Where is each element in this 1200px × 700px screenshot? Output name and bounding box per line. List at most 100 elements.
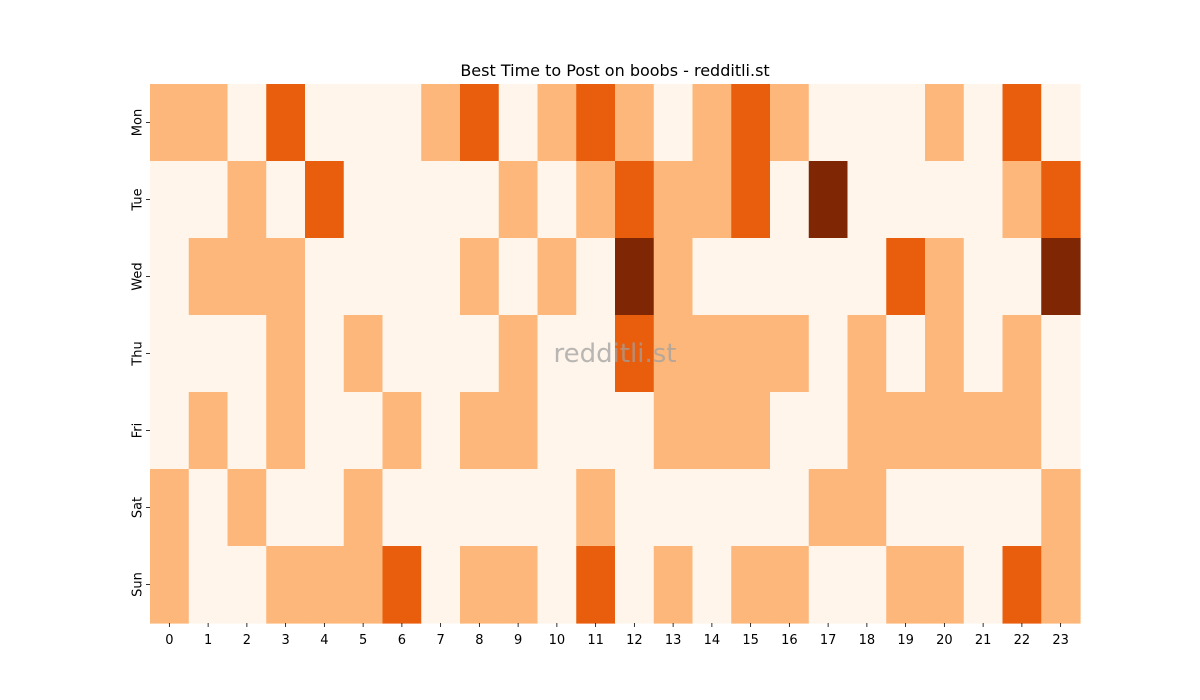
heatmap-cell-Sat-14 xyxy=(692,469,732,547)
heatmap-cell-Sun-5 xyxy=(343,546,384,624)
heatmap-cell-Wed-6 xyxy=(382,238,422,316)
heatmap-cell-Fri-14 xyxy=(692,392,732,470)
heatmap-cell-Thu-13 xyxy=(653,315,694,393)
heatmap-cell-Tue-0 xyxy=(150,161,190,239)
heatmap-cell-Mon-7 xyxy=(421,84,461,162)
heatmap-cell-Wed-17 xyxy=(808,238,849,316)
heatmap-cell-Fri-11 xyxy=(576,392,616,470)
y-tick-label-Wed: Wed xyxy=(131,262,146,290)
heatmap-cell-Sat-6 xyxy=(382,469,422,547)
heatmap-cell-Wed-11 xyxy=(576,238,616,316)
heatmap-cell-Wed-23 xyxy=(1041,238,1081,316)
heatmap-cell-Fri-5 xyxy=(343,392,384,470)
x-axis-ticks: 0 1 2 3 4 5 6 7 8 9 10 11 12 13 14 15 16 17 18 19 20 21 22 23 xyxy=(165,623,1069,648)
y-tick-label-Fri: Fri xyxy=(131,423,146,439)
x-tick-label-19: 19 xyxy=(897,633,914,648)
heatmap-cell-Mon-13 xyxy=(653,84,694,162)
y-axis-ticks: Mon Tue Wed Thu Fri Sat Sun xyxy=(131,109,150,597)
heatmap-cell-Wed-0 xyxy=(150,238,190,316)
heatmap-cell-Thu-17 xyxy=(808,315,849,393)
heatmap-cell-Sun-3 xyxy=(266,546,306,624)
heatmap-cell-Mon-17 xyxy=(808,84,849,162)
heatmap-cell-Mon-16 xyxy=(770,84,810,162)
x-tick-label-8: 8 xyxy=(475,633,483,648)
heatmap-cell-Sat-7 xyxy=(421,469,461,547)
heatmap-cell-Tue-9 xyxy=(498,161,539,239)
heatmap-cell-Sun-14 xyxy=(692,546,732,624)
x-tick-label-15: 15 xyxy=(742,633,759,648)
x-tick-label-23: 23 xyxy=(1052,633,1069,648)
heatmap-cell-Mon-19 xyxy=(886,84,926,162)
heatmap-cell-Mon-6 xyxy=(382,84,422,162)
x-tick-label-16: 16 xyxy=(781,633,798,648)
heatmap-cell-Wed-4 xyxy=(305,238,345,316)
heatmap-cell-Tue-18 xyxy=(847,161,887,239)
heatmap-cell-Wed-5 xyxy=(343,238,384,316)
heatmap-cell-Fri-22 xyxy=(1002,392,1042,470)
y-tick-label-Mon: Mon xyxy=(131,109,146,136)
heatmap-cell-Mon-0 xyxy=(150,84,190,162)
heatmap-cell-Thu-12 xyxy=(615,315,655,393)
x-tick-label-7: 7 xyxy=(436,633,444,648)
heatmap-cell-Thu-9 xyxy=(498,315,539,393)
heatmap-cell-Mon-21 xyxy=(963,84,1004,162)
heatmap-cell-Mon-3 xyxy=(266,84,306,162)
heatmap-cell-Fri-1 xyxy=(188,392,229,470)
heatmap-cell-Thu-0 xyxy=(150,315,190,393)
heatmap-cell-Sat-21 xyxy=(963,469,1004,547)
heatmap-cell-Wed-1 xyxy=(188,238,229,316)
heatmap-cell-Sat-12 xyxy=(615,469,655,547)
heatmap-cell-Mon-2 xyxy=(227,84,267,162)
x-tick-label-21: 21 xyxy=(975,633,992,648)
heatmap-cell-Mon-14 xyxy=(692,84,732,162)
heatmap-cell-Wed-10 xyxy=(537,238,577,316)
x-tick-label-18: 18 xyxy=(859,633,876,648)
heatmap-cell-Tue-23 xyxy=(1041,161,1081,239)
heatmap-cell-Sun-20 xyxy=(925,546,965,624)
heatmap-cell-Sat-1 xyxy=(188,469,229,547)
heatmap-cell-Thu-6 xyxy=(382,315,422,393)
heatmap-cell-Sat-2 xyxy=(227,469,267,547)
heatmap-cell-Thu-11 xyxy=(576,315,616,393)
heatmap-cell-Fri-2 xyxy=(227,392,267,470)
x-tick-label-22: 22 xyxy=(1014,633,1031,648)
heatmap-cell-Tue-17 xyxy=(808,161,849,239)
heatmap-cell-Thu-23 xyxy=(1041,315,1081,393)
heatmap-cell-Sat-11 xyxy=(576,469,616,547)
heatmap-cell-Sun-7 xyxy=(421,546,461,624)
heatmap-cell-Sun-2 xyxy=(227,546,267,624)
heatmap-cell-Fri-19 xyxy=(886,392,926,470)
heatmap-cell-Thu-15 xyxy=(731,315,771,393)
heatmap-cell-Tue-22 xyxy=(1002,161,1042,239)
heatmap-cell-Thu-22 xyxy=(1002,315,1042,393)
heatmap-cell-Sun-1 xyxy=(188,546,229,624)
x-tick-label-10: 10 xyxy=(549,633,566,648)
heatmap-cell-Wed-15 xyxy=(731,238,771,316)
heatmap-cell-Fri-16 xyxy=(770,392,810,470)
heatmap-cell-Wed-7 xyxy=(421,238,461,316)
heatmap-cell-Mon-10 xyxy=(537,84,577,162)
heatmap-cell-Fri-8 xyxy=(460,392,500,470)
heatmap-cell-Mon-23 xyxy=(1041,84,1081,162)
heatmap-cell-Tue-2 xyxy=(227,161,267,239)
heatmap-cell-Thu-2 xyxy=(227,315,267,393)
heatmap-cell-Tue-5 xyxy=(343,161,384,239)
heatmap-cell-Mon-11 xyxy=(576,84,616,162)
heatmap-cell-Mon-18 xyxy=(847,84,887,162)
heatmap-cell-Tue-7 xyxy=(421,161,461,239)
heatmap-cell-Sun-9 xyxy=(498,546,539,624)
x-tick-label-1: 1 xyxy=(204,633,212,648)
heatmap-cell-Sun-6 xyxy=(382,546,422,624)
heatmap-cell-Sat-3 xyxy=(266,469,306,547)
heatmap-cell-Mon-15 xyxy=(731,84,771,162)
heatmap-cell-Sun-22 xyxy=(1002,546,1042,624)
y-tick-label-Thu: Thu xyxy=(131,341,146,366)
heatmap-cell-Wed-2 xyxy=(227,238,267,316)
heatmap-cell-Sun-0 xyxy=(150,546,190,624)
x-tick-label-20: 20 xyxy=(936,633,953,648)
heatmap-cell-Sun-15 xyxy=(731,546,771,624)
heatmap-cell-Sun-23 xyxy=(1041,546,1081,624)
x-tick-label-13: 13 xyxy=(665,633,682,648)
heatmap-cell-Fri-4 xyxy=(305,392,345,470)
